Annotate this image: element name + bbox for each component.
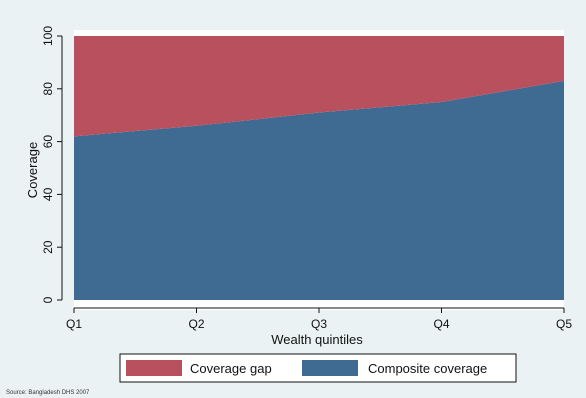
y-tick-label: 40 [41, 187, 55, 201]
y-tick-label: 60 [41, 135, 55, 149]
x-tick-label: Q2 [188, 317, 204, 331]
x-tick-label: Q3 [311, 317, 327, 331]
area-coverage-gap [74, 36, 564, 137]
source-note: Source: Bangladesh DHS 2007 [6, 390, 90, 396]
legend-label-composite-coverage: Composite coverage [368, 361, 487, 376]
y-axis-title: Coverage [25, 142, 40, 198]
y-axis: 0 20 40 60 80 100 [41, 26, 63, 303]
legend: Coverage gap Composite coverage [119, 353, 517, 383]
y-tick-label: 100 [41, 26, 55, 46]
x-tick-label: Q4 [433, 317, 449, 331]
legend-swatch-composite-coverage [302, 360, 358, 376]
y-tick-label: 20 [41, 240, 55, 254]
x-axis: Q1 Q2 Q3 Q4 Q5 [66, 307, 572, 331]
y-tick-label: 0 [41, 296, 55, 303]
x-axis-title: Wealth quintiles [271, 332, 363, 347]
legend-swatch-coverage-gap [126, 360, 182, 376]
area-series-group [74, 36, 564, 300]
legend-label-coverage-gap: Coverage gap [190, 361, 272, 376]
x-tick-label: Q1 [66, 317, 82, 331]
x-tick-label: Q5 [556, 317, 572, 331]
y-tick-label: 80 [41, 82, 55, 96]
area-composite-coverage [74, 80, 564, 300]
